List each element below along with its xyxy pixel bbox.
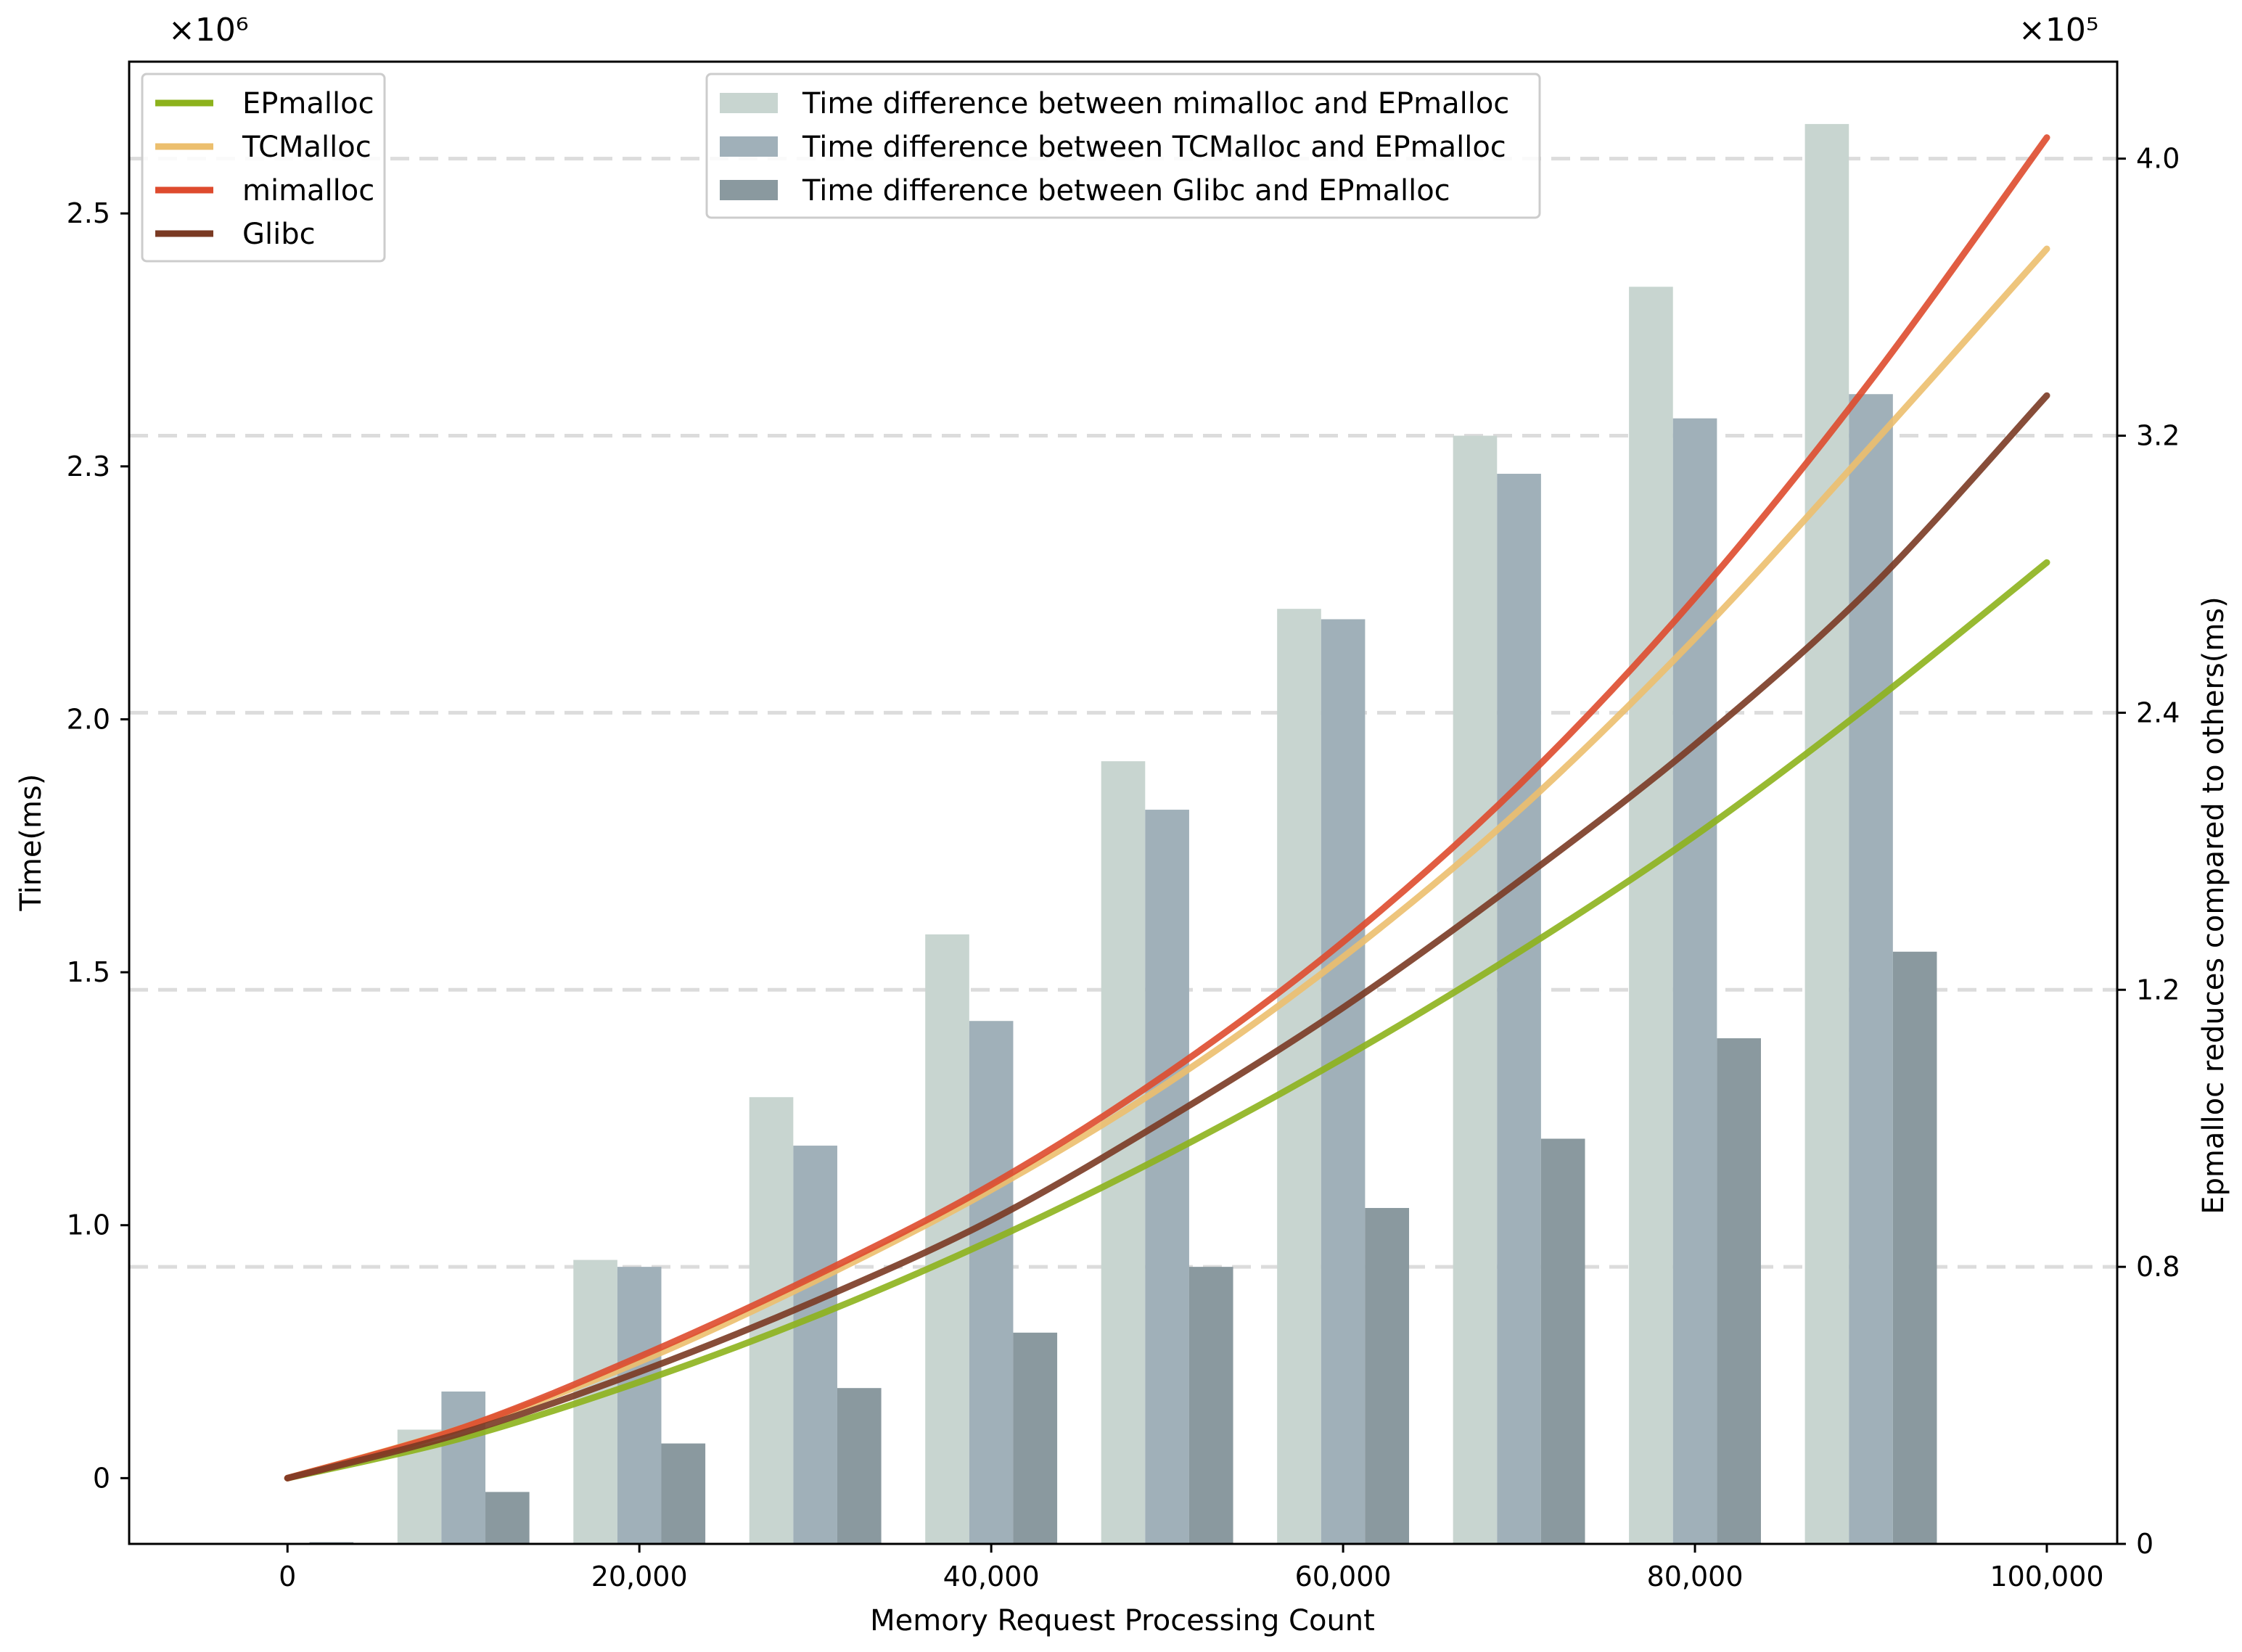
y-right-tick-label: 0 <box>2136 1528 2153 1560</box>
legend-frame <box>705 73 1541 219</box>
x-tick-label: 80,000 <box>1647 1561 1744 1593</box>
bar-2 <box>1849 394 1893 1545</box>
legend-label: TCMalloc <box>242 131 371 164</box>
bar-3 <box>1717 1038 1761 1544</box>
legend-swatch <box>720 180 778 200</box>
x-tick-label: 0 <box>279 1561 296 1593</box>
bar-1 <box>1629 287 1673 1544</box>
bar-3 <box>837 1388 882 1544</box>
bar-2 <box>793 1146 837 1544</box>
legend-swatch <box>720 136 778 157</box>
bar-2 <box>1321 619 1366 1544</box>
y-right-tick-label: 2.4 <box>2136 696 2180 728</box>
legend-swatch <box>720 93 778 113</box>
axes: 0 20,000 40,000 60,000 80,000 100,000 0 1.0 1.5 2… <box>67 143 2180 1593</box>
legend-frame <box>141 73 386 263</box>
bar-3 <box>1188 1267 1233 1544</box>
x-axis-label: Memory Request Processing Count <box>870 1604 1375 1637</box>
bar-1 <box>1804 123 1849 1545</box>
legend-label: mimalloc <box>242 174 374 207</box>
legend-label: Time difference between Glibc and EPmall… <box>802 174 1450 207</box>
bar-2 <box>1672 418 1717 1545</box>
bar-3 <box>1013 1332 1058 1544</box>
y-right-tick-label: 4.0 <box>2136 143 2180 175</box>
y-right-tick-label: 3.2 <box>2136 420 2180 452</box>
y-left-tick-label: 2.5 <box>67 197 110 229</box>
line-mimalloc <box>284 134 2050 1482</box>
legend-label: Glibc <box>242 218 316 251</box>
lines <box>284 134 2050 1482</box>
x-tick-label: 40,000 <box>943 1561 1040 1593</box>
bar-3 <box>485 1492 530 1544</box>
bar-2 <box>1497 474 1541 1544</box>
line-glibc <box>284 392 2050 1482</box>
line-legend: EPmalloc TCMalloc mimalloc Glibc <box>141 73 386 263</box>
right-axis-label: Epmalloc reduces compared to others(ms) <box>2197 596 2230 1215</box>
y-right-tick-label: 1.2 <box>2136 974 2180 1006</box>
bar-2 <box>441 1391 486 1544</box>
left-axis-label: Time(ms) <box>15 774 48 912</box>
y-right-tick-label: 0.8 <box>2136 1251 2180 1283</box>
x-tick-label: 100,000 <box>1990 1561 2103 1593</box>
y-left-tick-label: 1.5 <box>67 956 110 988</box>
y-left-tick-label: 2.0 <box>67 703 110 735</box>
line-tcmalloc <box>284 245 2050 1482</box>
bar-2 <box>969 1021 1014 1544</box>
legend-label: EPmalloc <box>242 87 374 120</box>
y-left-tick-label: 1.0 <box>67 1209 110 1241</box>
bar-3 <box>1540 1138 1585 1544</box>
y-left-tick-label: 0 <box>93 1462 110 1494</box>
plot-frame <box>128 60 2119 1545</box>
bars <box>221 123 1937 1545</box>
line-epmalloc <box>284 559 2050 1482</box>
bar-2 <box>617 1267 662 1544</box>
right-axis-multiplier: ×10⁵ <box>2019 12 2099 49</box>
y-left-tick-label: 2.3 <box>67 451 110 482</box>
legend-label: Time difference between TCMalloc and EPm… <box>802 131 1506 164</box>
left-axis-multiplier: ×10⁶ <box>168 12 249 49</box>
bar-3 <box>1892 951 1937 1544</box>
bar-2 <box>1145 810 1189 1544</box>
bar-3 <box>1365 1207 1410 1544</box>
bar-3 <box>661 1443 706 1544</box>
x-tick-label: 60,000 <box>1295 1561 1392 1593</box>
bar-legend: Time difference between mimalloc and EPm… <box>705 73 1541 219</box>
x-tick-label: 20,000 <box>591 1561 688 1593</box>
legend-label: Time difference between mimalloc and EPm… <box>802 87 1509 120</box>
